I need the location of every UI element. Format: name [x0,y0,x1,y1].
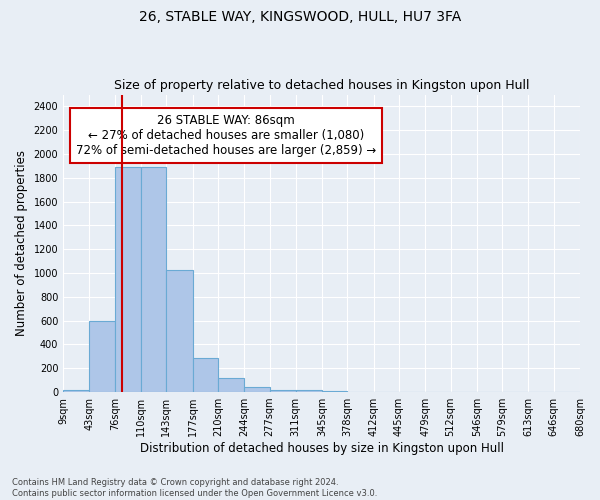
Text: Contains HM Land Registry data © Crown copyright and database right 2024.
Contai: Contains HM Land Registry data © Crown c… [12,478,377,498]
Bar [193,358,218,392]
Bar [244,388,269,392]
X-axis label: Distribution of detached houses by size in Kingston upon Hull: Distribution of detached houses by size … [140,442,503,455]
Title: Size of property relative to detached houses in Kingston upon Hull: Size of property relative to detached ho… [114,79,529,92]
Bar [141,167,166,392]
Bar [269,390,296,392]
Text: 26, STABLE WAY, KINGSWOOD, HULL, HU7 3FA: 26, STABLE WAY, KINGSWOOD, HULL, HU7 3FA [139,10,461,24]
Bar [115,167,141,392]
Bar [218,378,244,392]
Bar [89,320,115,392]
Bar [63,390,89,392]
Y-axis label: Number of detached properties: Number of detached properties [15,150,28,336]
Bar [166,270,193,392]
Text: 26 STABLE WAY: 86sqm
← 27% of detached houses are smaller (1,080)
72% of semi-de: 26 STABLE WAY: 86sqm ← 27% of detached h… [76,114,376,156]
Bar [296,390,322,392]
